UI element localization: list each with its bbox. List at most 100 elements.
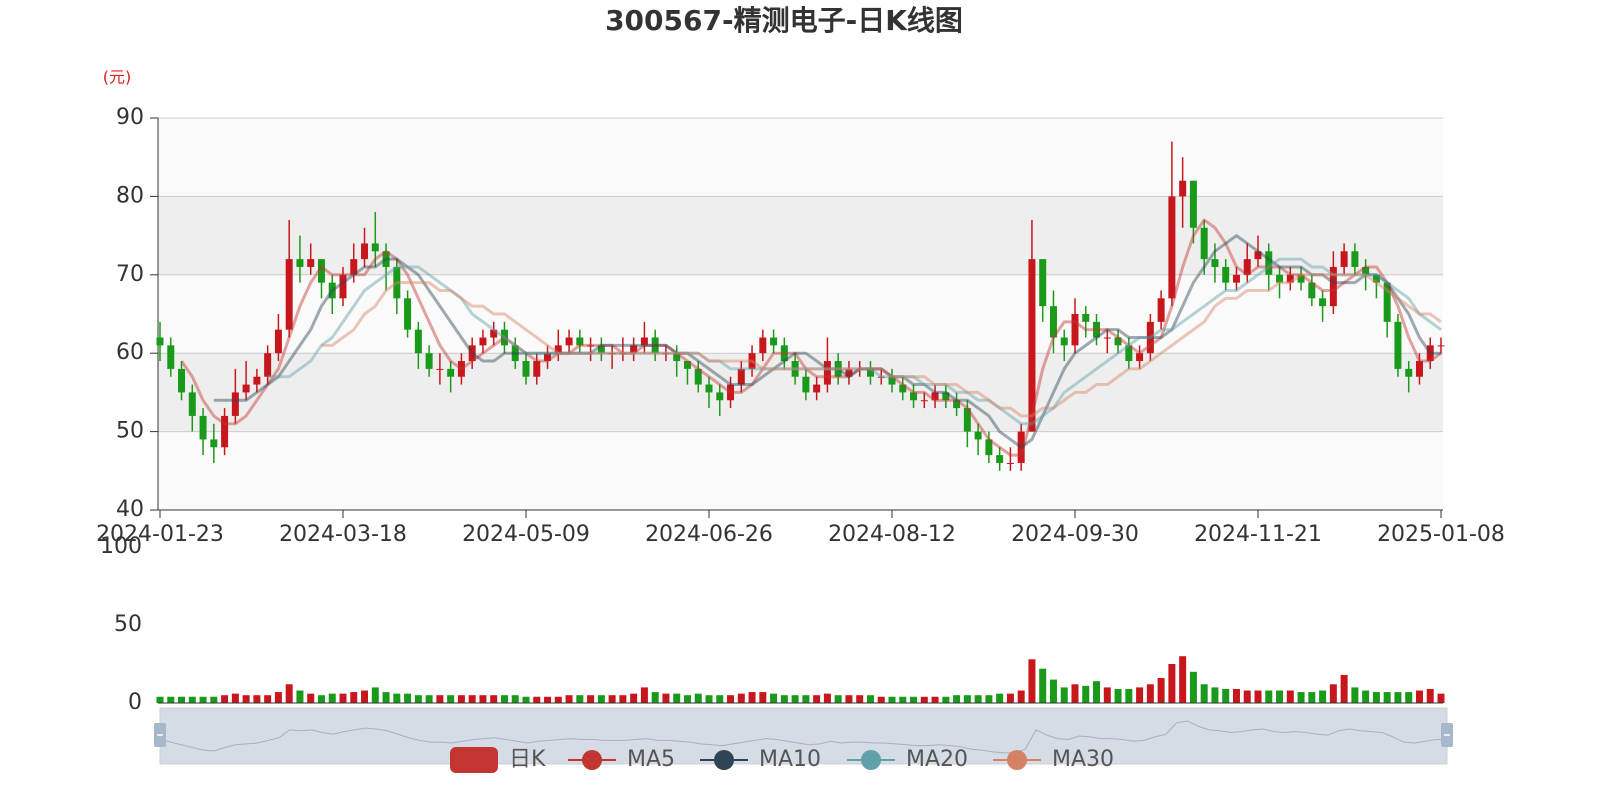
- candle-body: [1103, 337, 1111, 339]
- candle-body: [866, 368, 874, 377]
- x-tick-label: 2024-03-18: [279, 522, 407, 547]
- volume-bar: [1082, 685, 1090, 703]
- candle-body: [382, 251, 390, 267]
- volume-bar: [587, 695, 595, 703]
- volume-bar: [1265, 690, 1273, 703]
- volume-bar: [737, 693, 745, 703]
- legend-icon: [861, 750, 881, 770]
- candle-body: [910, 392, 918, 401]
- candle-body: [253, 376, 261, 385]
- volume-bar: [608, 695, 616, 703]
- candle-body: [468, 345, 476, 362]
- volume-bar: [888, 696, 896, 703]
- candle-body: [619, 353, 627, 355]
- candle-body: [1114, 337, 1122, 346]
- volume-bar: [221, 695, 229, 703]
- volume-bar: [447, 695, 455, 703]
- volume-bar: [910, 696, 918, 703]
- volume-bar: [1362, 690, 1370, 703]
- volume-bar: [264, 695, 272, 703]
- candle-body: [264, 353, 272, 377]
- legend-icon: [450, 747, 498, 773]
- volume-bar: [1351, 687, 1359, 703]
- candle-body: [996, 455, 1004, 463]
- candle-body: [802, 376, 810, 393]
- candle-body: [500, 329, 508, 346]
- volume-bar: [759, 692, 767, 703]
- volume-bar: [1405, 692, 1413, 703]
- volume-bar: [199, 696, 207, 703]
- volume-bar: [823, 693, 831, 703]
- volume-bar: [457, 695, 465, 703]
- legend-icon: [582, 750, 602, 770]
- volume-bar: [877, 696, 885, 703]
- legend-label: MA5: [627, 747, 675, 772]
- candle-body: [737, 368, 745, 385]
- volume-bar: [1297, 692, 1305, 703]
- volume-bar: [597, 695, 605, 703]
- candle-body: [285, 259, 293, 330]
- candle-body: [587, 345, 595, 347]
- candle-body: [845, 368, 853, 377]
- candle-body: [339, 274, 347, 299]
- volume-bar: [565, 695, 573, 703]
- volume-bar: [522, 696, 530, 703]
- candle-body: [974, 431, 982, 440]
- candle-body: [425, 353, 433, 369]
- candle-body: [1211, 259, 1219, 267]
- candle-body: [210, 439, 218, 448]
- legend-label: MA10: [759, 747, 821, 772]
- candle-body: [942, 392, 950, 401]
- candle-body: [1125, 345, 1133, 362]
- volume-bar: [511, 695, 519, 703]
- y-tick-label: 0: [128, 690, 142, 715]
- ma-line: [213, 234, 1441, 449]
- volume-bar: [791, 695, 799, 703]
- candle-body: [770, 337, 778, 346]
- y-tick-label: 80: [116, 183, 144, 208]
- candle-body: [727, 384, 735, 401]
- candle-body: [522, 361, 530, 377]
- volume-bar: [1093, 681, 1101, 703]
- candle-body: [414, 329, 422, 354]
- volume-bar: [479, 695, 487, 703]
- volume-bar: [845, 695, 853, 703]
- volume-bar: [1103, 687, 1111, 703]
- volume-bar: [1254, 690, 1262, 703]
- candle-body: [1200, 227, 1208, 260]
- candle-body: [436, 368, 444, 370]
- candle-body: [296, 259, 304, 267]
- candle-body: [608, 353, 616, 355]
- candle-body: [307, 259, 315, 267]
- y-unit: (元): [103, 68, 132, 87]
- candle-body: [328, 282, 336, 299]
- volume-bar: [963, 695, 971, 703]
- zoom-slider: [159, 707, 1448, 765]
- volume-bar: [705, 695, 713, 703]
- candle-body: [597, 345, 605, 354]
- x-tick-label: 2024-08-12: [828, 522, 956, 547]
- volume-bar: [640, 687, 648, 703]
- volume-bar: [780, 695, 788, 703]
- candle-body: [1232, 274, 1240, 283]
- volume-bar: [1060, 687, 1068, 703]
- volume-bar: [1146, 684, 1154, 703]
- volume-bar: [662, 693, 670, 703]
- volume-bar: [727, 695, 735, 703]
- volume-bar: [1222, 688, 1230, 703]
- x-tick-label: 2024-09-30: [1011, 522, 1139, 547]
- split-area: [158, 196, 1443, 275]
- candle-body: [199, 415, 207, 440]
- candle-body: [1383, 282, 1391, 322]
- candle-body: [178, 368, 186, 393]
- candle-body: [511, 345, 519, 362]
- volume-bar: [1200, 684, 1208, 703]
- candle-body: [317, 259, 325, 283]
- candle-body: [780, 345, 788, 362]
- volume-bar: [866, 695, 874, 703]
- volume-bar: [1437, 693, 1445, 703]
- y-tick-label: 70: [116, 262, 144, 287]
- candle-body: [813, 384, 821, 393]
